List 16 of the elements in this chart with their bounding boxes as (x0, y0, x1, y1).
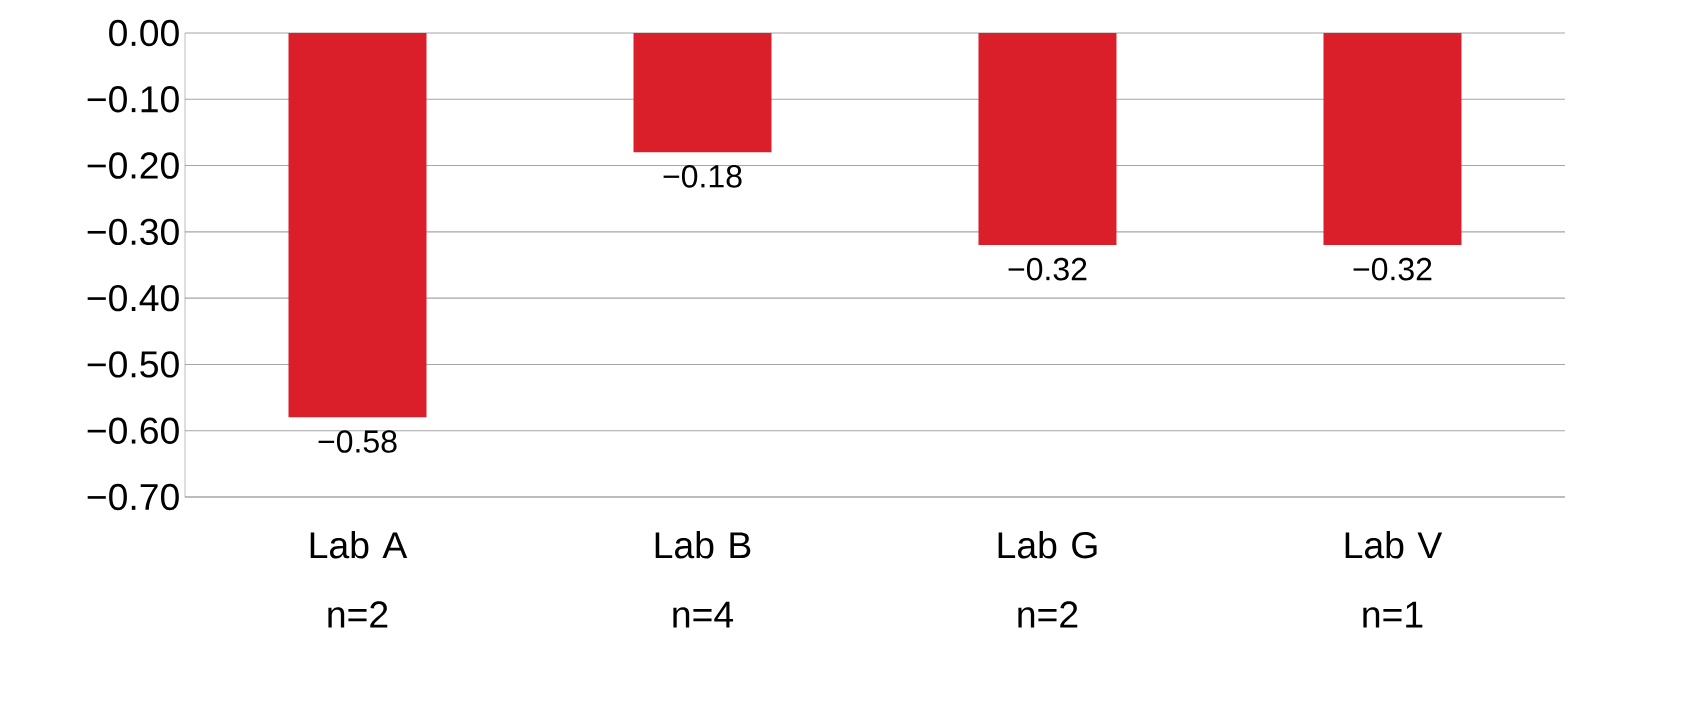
y-tick-label: −0.30 (87, 218, 179, 246)
x-tick-label: Lab B n=4 (655, 531, 751, 628)
y-tick-label: −0.70 (87, 483, 179, 511)
y-tick-label: −0.20 (87, 152, 179, 179)
y-tick-label: −0.60 (87, 417, 179, 444)
data-label: −0.58 (318, 430, 397, 453)
y-tick-label: 0.00 (109, 19, 179, 47)
x-tick-label: Lab V n=1 (1345, 531, 1443, 628)
y-tick-label: −0.10 (87, 86, 179, 113)
data-label: −0.18 (663, 165, 742, 188)
data-label: −0.32 (1008, 257, 1087, 281)
y-tick-label: −0.40 (87, 284, 179, 312)
data-label: −0.32 (1353, 257, 1432, 281)
y-tick-label: −0.50 (87, 351, 179, 378)
x-tick-label: Lab G n=2 (998, 531, 1097, 628)
x-tick-label: Lab A n=2 (310, 531, 408, 628)
